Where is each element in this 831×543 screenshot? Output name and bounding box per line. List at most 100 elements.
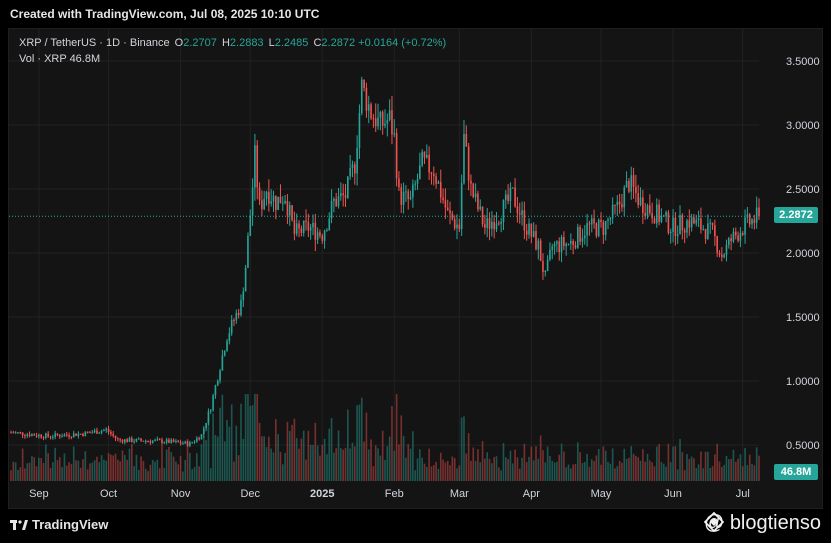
candle-body bbox=[502, 199, 505, 222]
candle-body bbox=[284, 201, 286, 204]
candle-body bbox=[623, 187, 626, 208]
volume-bar bbox=[251, 405, 254, 481]
candle-body bbox=[665, 212, 667, 216]
candle-body bbox=[216, 380, 219, 386]
candle-body bbox=[467, 146, 470, 181]
candle-body bbox=[532, 231, 535, 237]
volume-bar bbox=[372, 466, 375, 481]
candle-body bbox=[82, 433, 84, 436]
candle-body bbox=[33, 434, 36, 436]
candle-body bbox=[539, 240, 542, 262]
candle-body bbox=[149, 441, 152, 443]
candle-body bbox=[491, 221, 493, 229]
candle-body bbox=[456, 224, 458, 229]
y-tick-label: 2.0000 bbox=[786, 248, 820, 260]
candle-body bbox=[309, 227, 312, 231]
volume-bar bbox=[249, 405, 252, 481]
volume-bar bbox=[130, 444, 133, 481]
volume-bar bbox=[514, 449, 516, 481]
candle-body bbox=[91, 432, 94, 434]
volume-bar bbox=[77, 460, 80, 481]
volume-bar bbox=[319, 455, 321, 481]
volume-bar bbox=[676, 469, 679, 481]
candle-body bbox=[660, 216, 663, 222]
volume-bar bbox=[479, 462, 482, 481]
volume-bar bbox=[202, 436, 205, 481]
candle-body bbox=[686, 220, 688, 233]
chart-canvas[interactable]: 3.5000 3.0000 2.5000 2.0000 1.5000 1.0000 0.50… bbox=[9, 29, 823, 509]
candle-body bbox=[391, 110, 393, 135]
candle-body bbox=[681, 215, 684, 231]
tradingview-logo[interactable]: TradingView bbox=[10, 517, 108, 532]
volume-bar bbox=[328, 428, 331, 481]
symbol-label[interactable]: XRP / TetherUS · 1D · Binance bbox=[19, 37, 170, 49]
candle-body bbox=[523, 210, 526, 231]
volume-bar bbox=[544, 462, 547, 481]
candle-body bbox=[184, 441, 187, 444]
volume-bar bbox=[68, 462, 70, 481]
candle-body bbox=[419, 165, 421, 180]
volume-bar bbox=[237, 455, 240, 481]
volume-bar bbox=[154, 461, 156, 481]
volume-bar bbox=[45, 444, 47, 481]
volume-bar bbox=[86, 469, 89, 481]
volume-bar bbox=[402, 435, 405, 481]
candle-body bbox=[126, 439, 128, 442]
volume-bar bbox=[35, 466, 38, 481]
volume-bar bbox=[618, 460, 621, 481]
candle-body bbox=[179, 442, 182, 444]
volume-bar bbox=[621, 462, 623, 481]
candle-body bbox=[600, 219, 602, 223]
volume-bar bbox=[472, 447, 475, 481]
candle-body bbox=[254, 145, 256, 188]
candle-body bbox=[277, 196, 279, 210]
volume-bar bbox=[337, 430, 340, 481]
candle-body bbox=[667, 212, 670, 233]
volume-bar bbox=[70, 464, 73, 481]
volume-bar bbox=[147, 470, 149, 481]
volume-bar bbox=[100, 455, 103, 481]
volume-bar bbox=[254, 394, 256, 481]
volume-bar bbox=[124, 455, 126, 481]
candle-body bbox=[679, 215, 681, 235]
candle-body bbox=[381, 111, 384, 126]
candle-body bbox=[546, 259, 549, 272]
volume-bar bbox=[112, 455, 115, 481]
volume-bar bbox=[228, 426, 231, 481]
volume-bar bbox=[114, 453, 117, 481]
candle-body bbox=[398, 178, 400, 188]
candle-body bbox=[205, 422, 207, 429]
candle-body bbox=[530, 223, 533, 237]
volume-label[interactable]: Vol · XRP bbox=[19, 53, 67, 65]
volume-bar bbox=[488, 458, 491, 481]
candle-body bbox=[690, 217, 693, 228]
volume-bar bbox=[660, 462, 663, 481]
volume-bar bbox=[611, 448, 614, 481]
x-tick-label: Jun bbox=[664, 488, 682, 500]
volume-bar bbox=[52, 462, 54, 481]
candle-body bbox=[616, 201, 619, 206]
volume-bar bbox=[595, 455, 598, 481]
candle-body bbox=[537, 240, 540, 250]
chart-area[interactable]: 3.5000 3.0000 2.5000 2.0000 1.5000 1.0000 0.50… bbox=[8, 28, 823, 509]
open-label: O bbox=[174, 37, 184, 49]
candle-body bbox=[630, 175, 633, 192]
volume-bar bbox=[639, 460, 642, 481]
volume-bar bbox=[223, 441, 226, 481]
volume-bar bbox=[89, 463, 91, 481]
candle-body bbox=[110, 432, 112, 434]
candle-body bbox=[12, 432, 15, 434]
candle-body bbox=[272, 195, 275, 202]
volume-bar bbox=[233, 461, 235, 481]
volume-bar bbox=[530, 446, 533, 481]
tradingview-logo-icon bbox=[10, 520, 28, 530]
volume-bar bbox=[163, 467, 166, 481]
candle-body bbox=[293, 220, 296, 234]
candle-body bbox=[42, 437, 45, 439]
candle-body bbox=[340, 193, 342, 197]
candle-body bbox=[307, 221, 310, 231]
volume-bar bbox=[286, 421, 289, 481]
candle-body bbox=[335, 198, 338, 207]
volume-bar bbox=[721, 466, 723, 481]
volume-bar bbox=[630, 446, 633, 481]
